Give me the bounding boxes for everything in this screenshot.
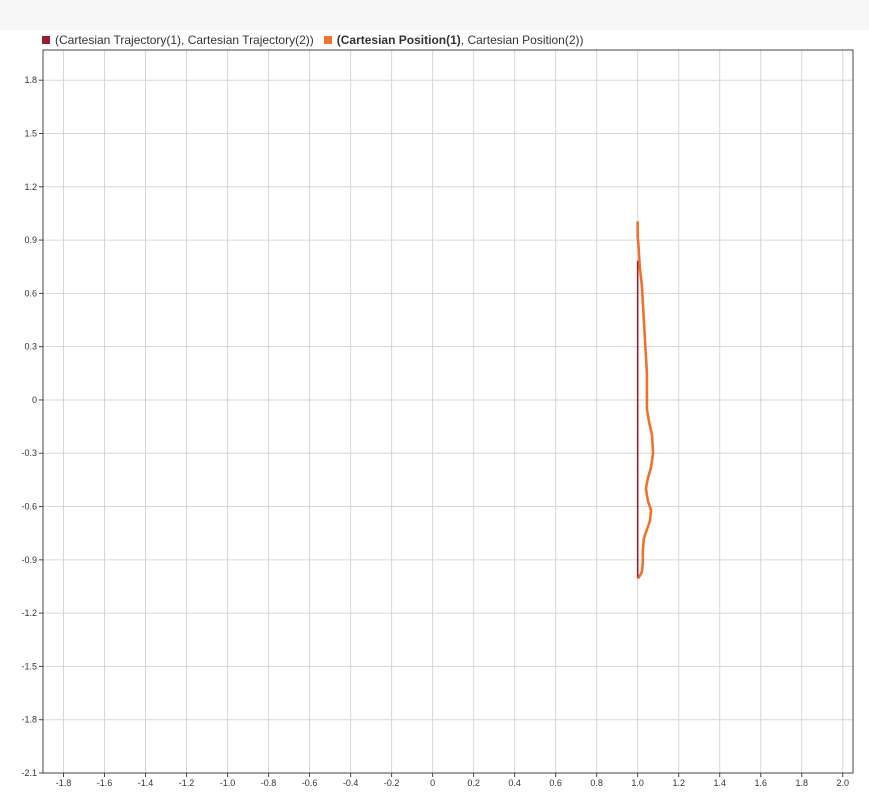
y-tick-label: -0.9: [21, 555, 37, 565]
x-tick-label: -1.4: [138, 778, 154, 788]
legend-swatch-trajectory: [42, 36, 50, 44]
y-tick-label: -1.5: [21, 661, 37, 671]
legend-label-position: (Cartesian Position(1), Cartesian Positi…: [336, 33, 584, 47]
y-tick-label: 0.6: [24, 288, 37, 298]
x-tick-label: 0: [430, 778, 435, 788]
legend-label-trajectory: (Cartesian Trajectory(1), Cartesian Traj…: [55, 33, 314, 47]
x-tick-label: -1.2: [179, 778, 195, 788]
y-tick-label: -1.2: [21, 608, 37, 618]
x-tick-label: -0.4: [343, 778, 359, 788]
x-tick-label: 0.2: [467, 778, 480, 788]
chart-legend: (Cartesian Trajectory(1), Cartesian Traj…: [42, 33, 594, 47]
x-tick-label: 2.0: [836, 778, 849, 788]
series-line-cartesian-position: [636, 221, 655, 579]
plot-area: [43, 50, 853, 773]
legend-item-position[interactable]: (Cartesian Position(1), Cartesian Positi…: [323, 33, 584, 47]
y-tick-label: -0.3: [21, 448, 37, 458]
legend-item-trajectory[interactable]: (Cartesian Trajectory(1), Cartesian Traj…: [42, 33, 314, 47]
x-tick-label: -0.8: [261, 778, 277, 788]
y-tick-label: 0: [32, 395, 37, 405]
y-tick-label: 1.5: [24, 128, 37, 138]
y-tick-label: -1.8: [21, 715, 37, 725]
x-tick-label: -1.8: [56, 778, 72, 788]
y-tick-label: 0.9: [24, 235, 37, 245]
x-tick-label: 1.0: [631, 778, 644, 788]
y-tick-label: 0.3: [24, 342, 37, 352]
x-tick-label: -1.6: [97, 778, 113, 788]
x-tick-label: 1.8: [795, 778, 808, 788]
legend-swatch-position: [323, 36, 332, 44]
y-tick-label: 1.2: [24, 182, 37, 192]
x-tick-label: 0.6: [549, 778, 562, 788]
y-tick-label: -0.6: [21, 502, 37, 512]
y-tick-label: -2.1: [21, 768, 37, 778]
x-tick-label: 0.8: [590, 778, 603, 788]
x-tick-label: -0.2: [384, 778, 400, 788]
x-tick-label: 0.4: [508, 778, 521, 788]
x-tick-label: 1.4: [713, 778, 726, 788]
x-tick-label: -1.0: [220, 778, 236, 788]
y-tick-label: 1.8: [24, 75, 37, 85]
x-tick-label: 1.6: [754, 778, 767, 788]
x-tick-label: -0.6: [302, 778, 318, 788]
x-tick-label: 1.2: [672, 778, 685, 788]
axes-frame: [42, 49, 854, 774]
